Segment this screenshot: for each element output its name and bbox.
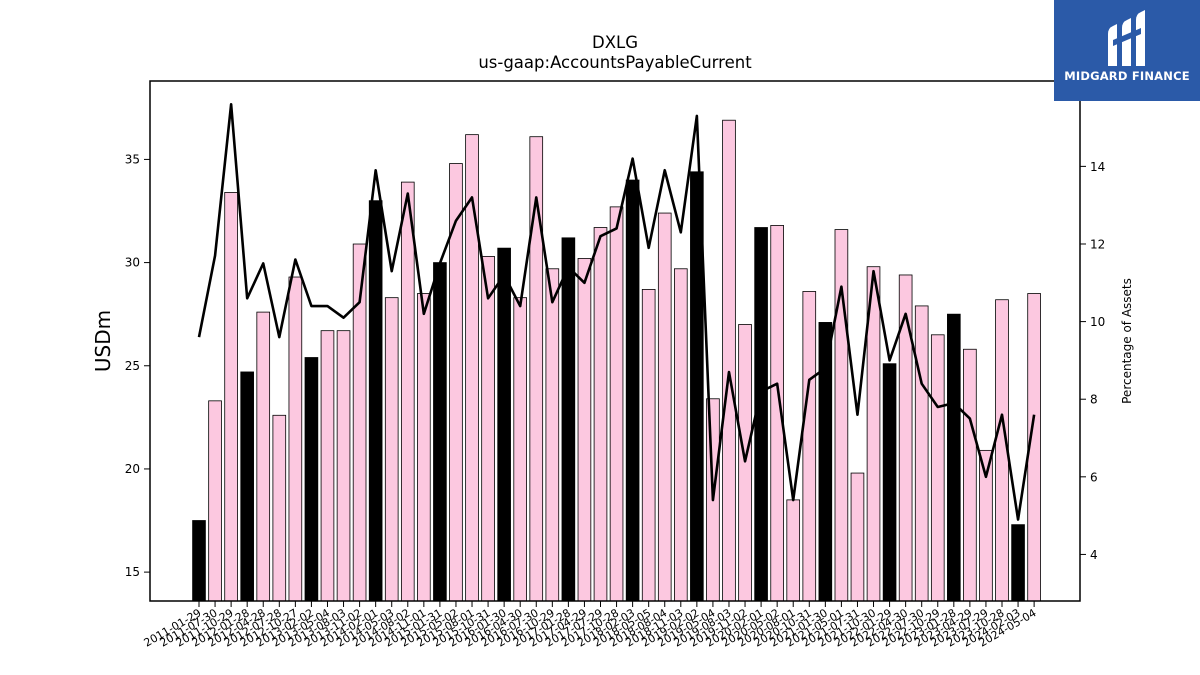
bar-2016-01-30 (497, 247, 511, 602)
bar-2013-08-03 (336, 330, 351, 602)
y-axis-label: USDm (91, 310, 115, 372)
bar-2018-02-03 (625, 179, 640, 602)
bar-2021-07-31 (850, 472, 865, 602)
bar-2015-01-31 (433, 262, 447, 602)
y-axis-right: 4 6 8 10 12 14 (1080, 160, 1105, 562)
bar-2012-04-28 (256, 311, 271, 602)
bar-2018-11-03 (674, 268, 688, 602)
bar-2020-08-01 (786, 499, 801, 602)
bar-2019-08-03 (722, 119, 736, 602)
y2-tick-label-14: 14 (1090, 160, 1105, 174)
y2-axis-label: Percentage of Assets (1120, 278, 1134, 404)
bar-2023-04-29 (963, 348, 977, 602)
y2-tick-label-4: 4 (1090, 548, 1098, 562)
y-tick-label-15: 15 (125, 565, 140, 579)
bar-2017-10-28 (609, 206, 624, 602)
bar-2018-05-05 (641, 289, 656, 602)
y2-tick-label-6: 6 (1090, 470, 1098, 484)
bar-2012-10-27 (288, 276, 303, 602)
y-tick-label-25: 25 (125, 359, 140, 373)
bar-2022-10-29 (930, 334, 945, 602)
line-layer (197, 102, 1036, 521)
bars-layer (192, 119, 1041, 602)
bar-2014-11-01 (417, 293, 431, 602)
bar-2024-02-03 (1011, 524, 1025, 602)
bar-2016-10-29 (545, 268, 560, 602)
bar-2017-07-29 (593, 227, 608, 602)
plot-frame (149, 80, 1081, 602)
bar-2014-08-02 (400, 181, 415, 602)
y2-tick-label-12: 12 (1090, 237, 1105, 251)
bar-2017-04-29 (577, 258, 592, 602)
bar-2011-01-29 (192, 520, 206, 602)
series-line-percentage-of-assets (197, 102, 1036, 521)
chart-subtitle: us-gaap:AccountsPayableCurrent (478, 53, 752, 72)
y2-tick-label-10: 10 (1090, 315, 1105, 329)
y-tick-label-30: 30 (125, 256, 140, 270)
bar-2013-02-02 (304, 357, 319, 602)
bar-2016-04-30 (513, 297, 527, 602)
bar-2013-05-04 (320, 330, 335, 602)
bar-2011-10-29 (224, 192, 238, 602)
chart-title: DXLG (592, 33, 638, 52)
bar-2015-10-31 (481, 255, 495, 602)
bar-2023-01-28 (947, 313, 961, 602)
bar-2021-05-01 (834, 229, 849, 602)
x-axis: 2011-01-292011-07-302011-10-292012-01-28… (142, 601, 1039, 650)
bar-2019-11-02 (738, 324, 752, 602)
brand-name: MIDGARD FINANCE (1064, 69, 1190, 83)
bar-2022-07-30 (914, 305, 929, 602)
bar-2020-10-31 (802, 291, 817, 602)
bar-2014-05-03 (384, 297, 399, 602)
bar-2012-01-28 (240, 371, 254, 602)
bar-2016-07-30 (529, 136, 544, 602)
bar-2017-01-28 (561, 237, 576, 602)
y-tick-label-35: 35 (125, 152, 140, 166)
bar-2018-08-04 (657, 212, 672, 602)
bar-2014-02-01 (368, 200, 383, 602)
y-tick-label-20: 20 (125, 462, 140, 476)
midgard-logo-icon (1108, 10, 1145, 66)
bar-2022-01-29 (882, 363, 897, 602)
y-axis-left: 15 20 25 30 35 (125, 152, 150, 579)
y2-tick-label-8: 8 (1090, 393, 1098, 407)
bar-2012-07-28 (272, 414, 287, 602)
brand-logo: MIDGARD FINANCE (1054, 0, 1200, 101)
bar-2011-07-30 (208, 400, 222, 602)
